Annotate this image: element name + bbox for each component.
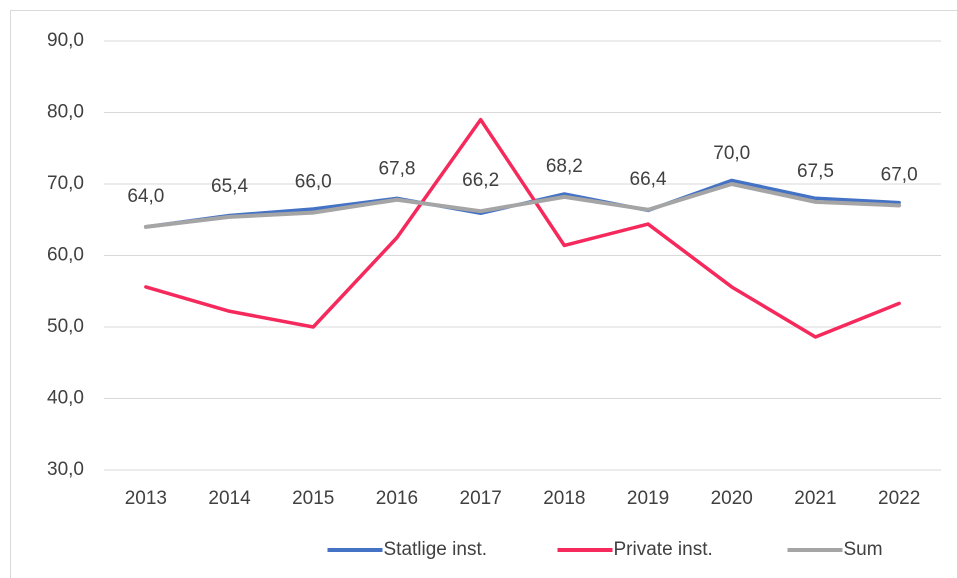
data-label: 64,0 <box>127 186 164 207</box>
x-tick-label: 2018 <box>543 488 585 509</box>
legend-label: Private inst. <box>614 539 713 560</box>
y-tick-label: 80,0 <box>47 102 84 123</box>
legend-label: Statlige inst. <box>384 539 488 560</box>
data-label: 66,0 <box>295 172 332 193</box>
chart-border <box>10 10 957 578</box>
x-tick-label: 2022 <box>878 488 920 509</box>
x-tick-label: 2021 <box>794 488 836 509</box>
x-tick-label: 2020 <box>711 488 753 509</box>
y-tick-label: 40,0 <box>47 388 84 409</box>
data-label: 67,5 <box>797 161 834 182</box>
data-label: 68,2 <box>546 156 583 177</box>
x-tick-label: 2015 <box>292 488 334 509</box>
x-tick-label: 2013 <box>125 488 167 509</box>
x-tick-label: 2017 <box>460 488 502 509</box>
data-label: 66,2 <box>462 170 499 191</box>
line-series <box>144 117 901 339</box>
legend-label: Sum <box>844 539 883 560</box>
x-tick-label: 2014 <box>208 488 251 509</box>
data-label: 70,0 <box>713 143 750 164</box>
data-label: 66,4 <box>630 169 667 190</box>
data-label: 65,4 <box>211 176 248 197</box>
y-tick-label: 90,0 <box>47 30 84 51</box>
y-tick-label: 50,0 <box>47 316 84 337</box>
x-tick-label: 2016 <box>376 488 418 509</box>
line-series <box>143 182 902 229</box>
y-tick-label: 30,0 <box>47 459 84 480</box>
y-tick-label: 60,0 <box>47 245 84 266</box>
data-label: 67,8 <box>378 159 415 180</box>
x-tick-label: 2019 <box>627 488 669 509</box>
data-label: 67,0 <box>881 164 918 185</box>
y-tick-label: 70,0 <box>47 173 84 194</box>
